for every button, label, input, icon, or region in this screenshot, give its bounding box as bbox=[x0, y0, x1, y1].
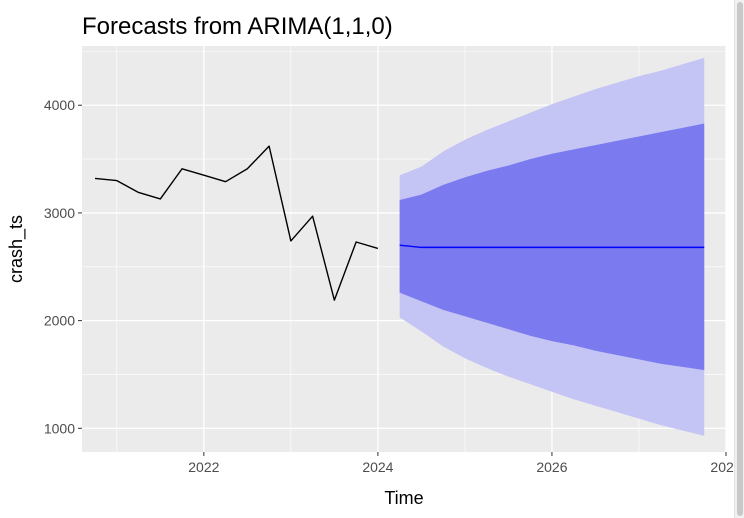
x-tick-label: 2028 bbox=[710, 459, 735, 475]
x-axis: 2022 2024 2026 2028 bbox=[188, 452, 735, 475]
x-tick-label: 2022 bbox=[188, 459, 219, 475]
y-tick-label: 4000 bbox=[44, 97, 75, 113]
series-lines bbox=[94, 145, 705, 301]
observed-series-line bbox=[94, 145, 379, 301]
vertical-scrollbar[interactable] bbox=[734, 0, 744, 518]
y-tick-label: 1000 bbox=[44, 420, 75, 436]
y-tick-label: 3000 bbox=[44, 205, 75, 221]
x-axis-label: Time bbox=[384, 488, 423, 508]
x-tick-label: 2024 bbox=[362, 459, 393, 475]
chart-title: Forecasts from ARIMA(1,1,0) bbox=[82, 13, 393, 40]
scrollbar-thumb[interactable] bbox=[737, 2, 743, 516]
forecast-series-line bbox=[399, 244, 705, 249]
x-tick-label: 2026 bbox=[536, 459, 567, 475]
y-axis: 1000 2000 3000 4000 bbox=[44, 97, 82, 436]
y-tick-label: 2000 bbox=[44, 313, 75, 329]
y-axis-label: crash_ts bbox=[6, 215, 27, 283]
